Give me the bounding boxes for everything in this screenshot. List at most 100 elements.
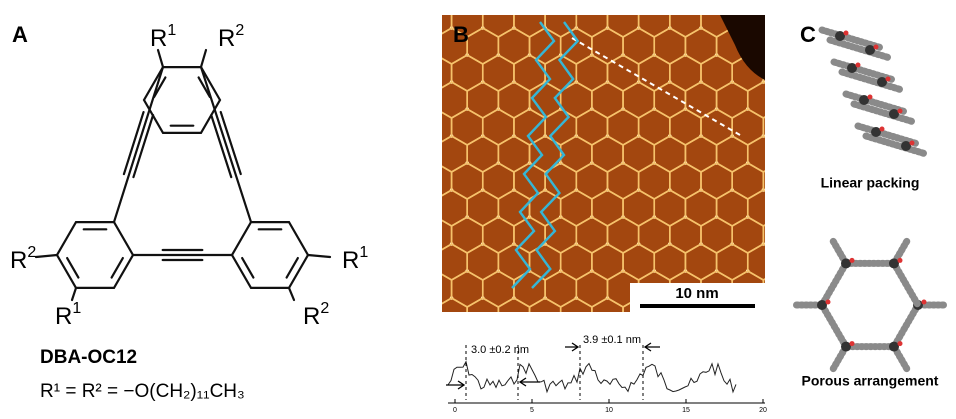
honeycomb-cell <box>405 190 436 226</box>
profile-tick-label: 5 <box>530 407 534 414</box>
profile-annotation: 3.0 ±0.2 nm <box>471 344 529 356</box>
substituent-label: R1 <box>150 22 176 52</box>
bright-spot <box>434 323 438 327</box>
bright-spot <box>855 296 859 300</box>
bright-spot <box>777 0 781 3</box>
substituent-label: R1 <box>55 300 81 330</box>
bright-spot <box>855 26 859 30</box>
honeycomb-cell <box>420 325 451 361</box>
honeycomb-cell <box>732 325 763 361</box>
honeycomb-cell <box>795 55 826 91</box>
substituent-base: R <box>10 247 27 274</box>
honeycomb-cell <box>841 136 872 172</box>
triple-bond <box>124 112 144 174</box>
honeycomb-cell <box>810 190 841 226</box>
honeycomb-cell <box>389 55 420 91</box>
bright-spot <box>715 323 719 327</box>
oxygen <box>850 258 855 263</box>
bright-spot <box>419 80 423 84</box>
honeycomb-cell <box>779 0 810 10</box>
figure: A R1R2R2R1R1R2 DBA-OC12 R¹ = R² = −O(CH₂… <box>0 0 956 414</box>
bright-spot <box>808 107 812 111</box>
bright-spot <box>543 350 547 354</box>
substituent-label: R2 <box>218 22 244 52</box>
oxygen <box>850 341 855 346</box>
profile-tick-label: 0 <box>453 407 457 414</box>
benzene-ring <box>144 67 220 133</box>
bright-spot <box>793 350 797 354</box>
bond <box>114 67 163 222</box>
honeycomb-cell <box>763 55 794 91</box>
formula: R¹ = R² = −O(CH₂)₁₁CH₃ <box>40 381 245 402</box>
substituent-sup: 2 <box>235 22 244 39</box>
bright-spot <box>824 242 828 246</box>
honeycomb-cell <box>810 0 841 10</box>
substituent-base: R <box>342 247 359 274</box>
bright-spot <box>746 0 750 3</box>
honeycomb-cell <box>670 325 701 361</box>
substituent-label: R2 <box>303 300 329 330</box>
bright-spot <box>434 215 438 219</box>
bright-spot <box>808 269 812 273</box>
honeycomb-cell <box>530 0 561 10</box>
bright-spot <box>839 53 843 57</box>
honeycomb-cell <box>405 0 436 10</box>
bright-spot <box>465 323 469 327</box>
honeycomb-cell <box>685 0 716 10</box>
bright-spot <box>450 350 454 354</box>
substituent-sup: 1 <box>359 244 368 261</box>
honeycomb-cell <box>389 163 420 199</box>
honeycomb-cell <box>795 109 826 145</box>
bright-spot <box>839 161 843 165</box>
triple-bond <box>211 115 231 177</box>
honeycomb-cell <box>841 190 872 226</box>
compound-name: DBA-OC12 <box>40 347 137 368</box>
oxygen <box>910 141 915 146</box>
core <box>901 141 911 151</box>
oxygen <box>844 31 849 36</box>
alkyl-chain <box>897 239 908 258</box>
bright-spot <box>808 323 812 327</box>
bright-spot <box>699 350 703 354</box>
honeycomb-cell <box>405 298 436 334</box>
substituent-label: R2 <box>10 244 36 274</box>
profile-tick-label: 20 <box>759 407 767 414</box>
bright-spot <box>419 134 423 138</box>
bond <box>201 50 206 67</box>
bright-spot <box>777 53 781 57</box>
bright-spot <box>824 350 828 354</box>
honeycomb-cell <box>389 109 420 145</box>
bright-spot <box>855 350 859 354</box>
bright-spot <box>793 242 797 246</box>
bright-spot <box>777 323 781 327</box>
bright-spot <box>777 269 781 273</box>
bright-spot <box>434 161 438 165</box>
core <box>889 109 899 119</box>
bright-spot <box>419 188 423 192</box>
bright-spot <box>419 350 423 354</box>
bright-spot <box>652 0 656 3</box>
honeycomb-cell <box>763 325 794 361</box>
honeycomb-cell <box>561 0 592 10</box>
honeycomb-cell <box>810 82 841 118</box>
bond <box>72 288 76 300</box>
honeycomb-cell <box>467 0 498 10</box>
substituent-label: R1 <box>342 244 368 274</box>
bright-spot <box>730 350 734 354</box>
honeycomb-cell <box>498 0 529 10</box>
bright-spot <box>777 215 781 219</box>
honeycomb-cell <box>717 0 748 10</box>
core <box>889 342 899 352</box>
bright-spot <box>419 26 423 30</box>
bright-spot <box>793 26 797 30</box>
bright-spot <box>871 161 875 165</box>
alkyl-chain <box>832 239 843 258</box>
bright-spot <box>793 80 797 84</box>
honeycomb-cell <box>841 0 872 10</box>
alkyl-chain <box>822 263 846 305</box>
bright-spot <box>621 323 625 327</box>
bright-spot <box>465 0 469 3</box>
oxygen <box>880 127 885 132</box>
substituent-sup: 1 <box>72 300 81 317</box>
